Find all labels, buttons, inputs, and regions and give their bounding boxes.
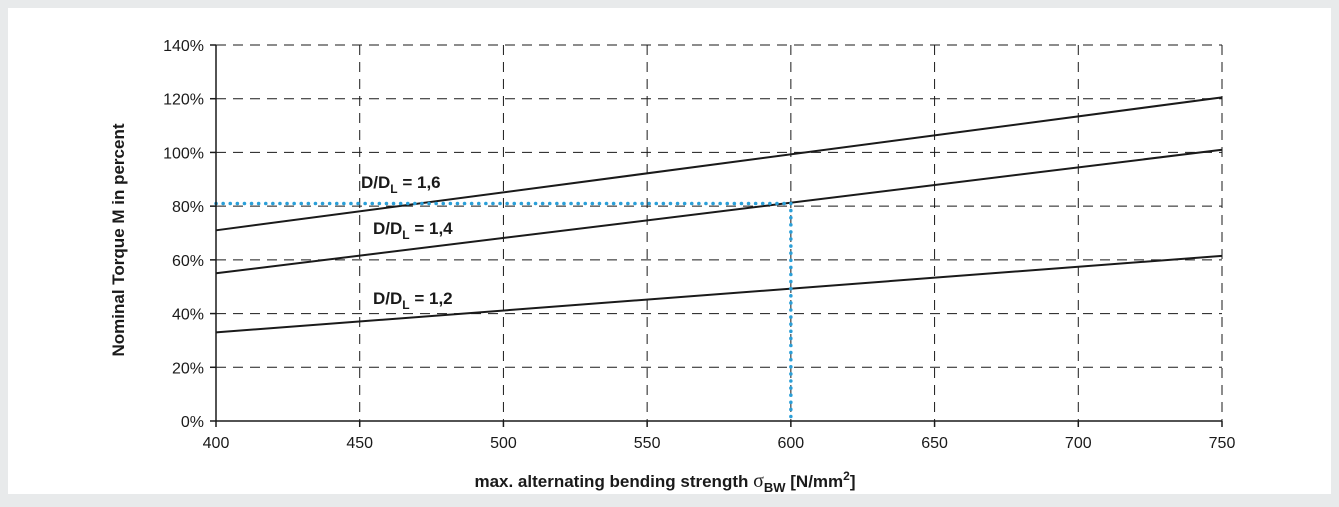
y-tick-label: 140% xyxy=(163,38,204,55)
y-tick-label: 120% xyxy=(163,92,204,109)
y-axis-title: Nominal Torque M in percent xyxy=(109,123,128,356)
series-line-3 xyxy=(215,254,1223,334)
y-tick-label: 40% xyxy=(172,307,204,324)
tick-labels: 0% 20% 40% 60% 80% 100% 120% 140% 400 450 500 550 60… xyxy=(163,38,1235,452)
plot-area xyxy=(216,45,1222,421)
series-label-1: D/DL = 1,6 xyxy=(361,173,441,196)
x-tick-label: 500 xyxy=(490,435,517,452)
x-tick-label: 450 xyxy=(346,435,373,452)
axes xyxy=(210,44,1223,427)
series-line-1 xyxy=(215,96,1223,232)
series-lines xyxy=(215,96,1223,334)
x-tick-label: 700 xyxy=(1065,435,1092,452)
y-tick-label: 0% xyxy=(181,414,204,431)
example-reading-lines xyxy=(214,201,793,423)
series-labels: D/DL = 1,6 D/DL = 1,4 D/DL = 1,2 xyxy=(361,173,453,312)
series-label-2: D/DL = 1,4 xyxy=(373,219,453,242)
x-tick-label: 400 xyxy=(203,435,230,452)
x-tick-label: 550 xyxy=(634,435,661,452)
x-tick-label: 650 xyxy=(921,435,948,452)
y-tick-label: 100% xyxy=(163,145,204,162)
x-tick-label: 600 xyxy=(778,435,805,452)
y-tick-label: 80% xyxy=(172,199,204,216)
series-label-3: D/DL = 1,2 xyxy=(373,289,453,312)
series-line-2 xyxy=(215,148,1223,275)
y-tick-label: 20% xyxy=(172,360,204,377)
axis-titles: max. alternating bending strength σBW [N… xyxy=(109,123,856,495)
x-tick-label: 750 xyxy=(1209,435,1236,452)
y-tick-label: 60% xyxy=(172,253,204,270)
x-axis-title: max. alternating bending strength σBW [N… xyxy=(474,469,855,495)
